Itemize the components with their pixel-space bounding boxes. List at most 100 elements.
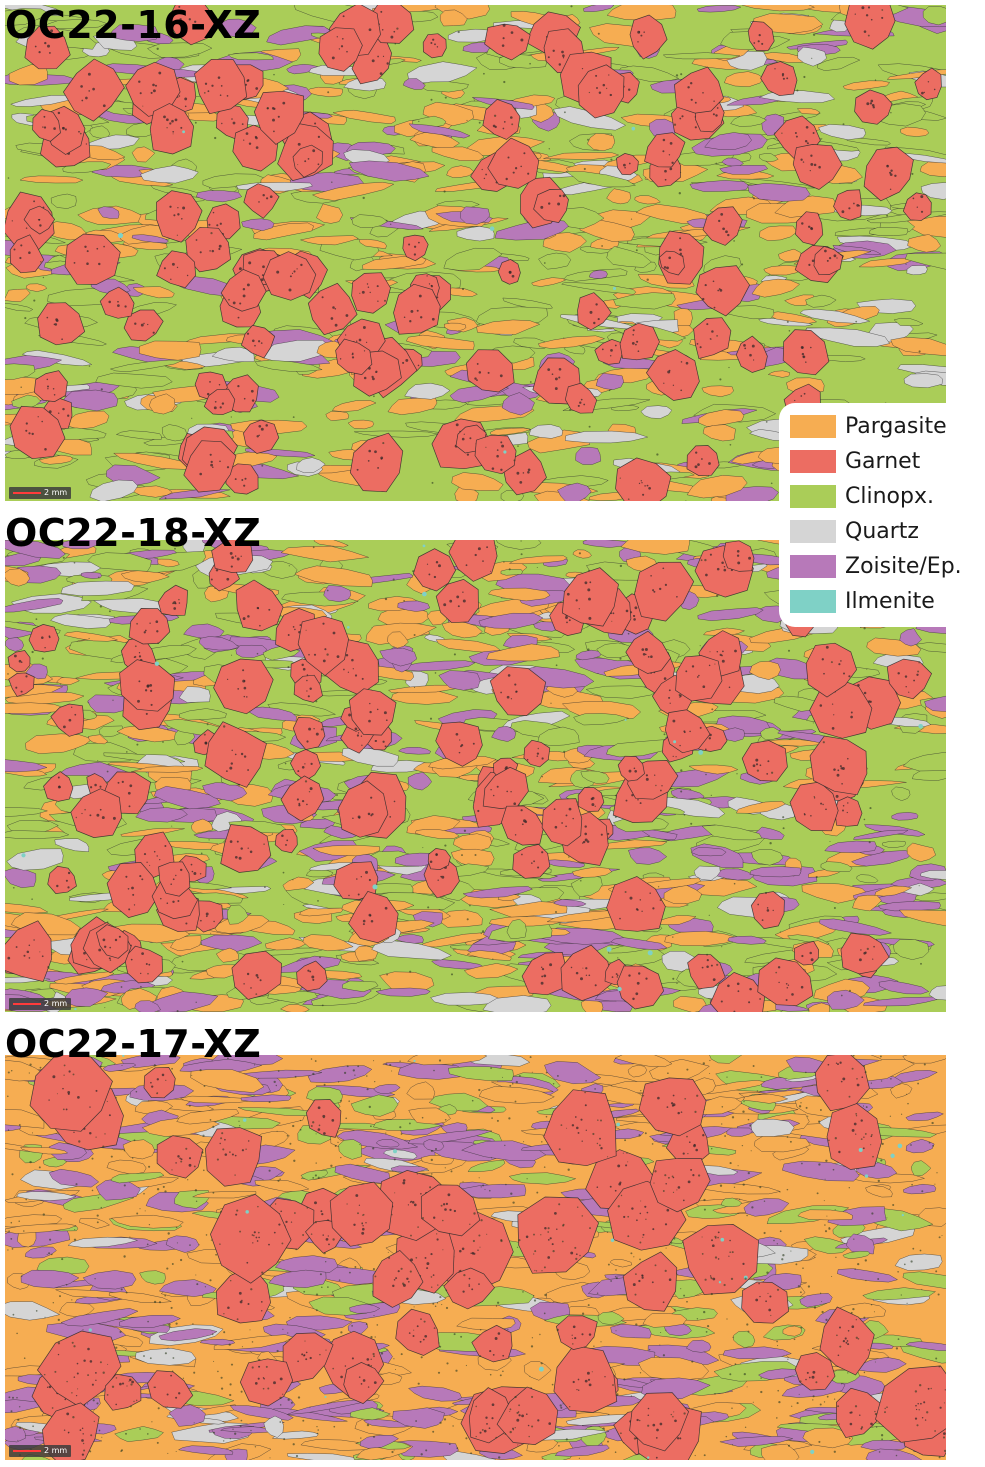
- fine-grain: [338, 1279, 341, 1281]
- fine-grain: [680, 769, 683, 772]
- inclusion: [915, 1404, 917, 1407]
- inclusion: [331, 56, 335, 60]
- phase-grain: [79, 1218, 111, 1229]
- fine-grain: [343, 1071, 347, 1075]
- garnet-grain: [243, 419, 280, 454]
- inclusion: [301, 663, 304, 667]
- fine-grain: [578, 552, 581, 555]
- phase-grain: [803, 1236, 848, 1254]
- fine-grain: [73, 561, 76, 564]
- inclusion: [417, 364, 420, 367]
- inclusion: [845, 1341, 848, 1344]
- inclusion: [680, 361, 683, 363]
- fine-grain: [263, 843, 265, 845]
- garnet-grain: [474, 434, 517, 475]
- inclusion: [482, 560, 484, 562]
- phase-grain: [554, 1444, 610, 1457]
- fine-grain: [288, 565, 290, 567]
- garnet-grain: [402, 234, 429, 262]
- fine-grain: [600, 1341, 602, 1343]
- phase-grain: [55, 1289, 127, 1299]
- fine-grain: [143, 1192, 145, 1195]
- inclusion: [402, 1181, 406, 1185]
- inclusion: [632, 333, 635, 336]
- fine-grain: [299, 1128, 302, 1131]
- inclusion: [914, 1417, 918, 1420]
- inclusion: [96, 247, 99, 250]
- phase-grain: [557, 482, 592, 501]
- inclusion: [229, 766, 233, 770]
- inclusion: [690, 98, 693, 101]
- inclusion: [856, 204, 860, 207]
- inclusion: [46, 316, 49, 319]
- fine-grain: [17, 1439, 19, 1441]
- inclusion: [455, 732, 459, 736]
- inclusion: [499, 374, 503, 378]
- inclusion: [505, 766, 508, 769]
- fine-grain: [879, 1055, 882, 1058]
- inclusion: [290, 1221, 293, 1223]
- inclusion: [53, 127, 56, 130]
- inclusion: [76, 1372, 79, 1375]
- inclusion: [255, 1236, 258, 1239]
- inclusion: [255, 974, 259, 977]
- inclusion: [180, 868, 183, 872]
- fine-grain: [430, 1276, 433, 1278]
- inclusion: [252, 1242, 254, 1244]
- map-panel-oc22-16: OC22-16-XZ 2 mm: [5, 5, 946, 501]
- inclusion: [679, 696, 681, 698]
- inclusion: [352, 668, 354, 670]
- inclusion: [863, 691, 867, 695]
- fine-grain: [873, 1311, 875, 1313]
- inclusion: [478, 1283, 480, 1285]
- inclusion: [579, 401, 582, 404]
- fine-grain: [701, 1236, 703, 1238]
- inclusion: [243, 680, 246, 682]
- inclusion: [280, 1210, 283, 1213]
- inclusion: [205, 915, 208, 918]
- fine-grain: [862, 1105, 865, 1107]
- inclusion: [367, 286, 370, 288]
- inclusion: [761, 42, 764, 45]
- fine-grain: [7, 1249, 9, 1251]
- phase-grain: [158, 1279, 217, 1297]
- inclusion: [847, 1329, 850, 1332]
- inclusion: [536, 755, 539, 757]
- fine-grain: [928, 1141, 931, 1144]
- inclusion: [824, 249, 827, 253]
- inclusion: [117, 300, 119, 303]
- fine-grain: [803, 75, 806, 79]
- inclusion: [257, 1377, 260, 1380]
- fine-grain: [399, 1060, 401, 1062]
- phase-grain: [5, 540, 66, 559]
- inclusion: [240, 847, 243, 850]
- fine-grain: [194, 121, 197, 124]
- phase-grain: [588, 269, 608, 279]
- fine-grain: [777, 1345, 779, 1347]
- fine-grain: [104, 1007, 106, 1009]
- inclusion: [666, 266, 669, 270]
- fine-grain: [462, 1181, 464, 1183]
- inclusion: [704, 284, 707, 287]
- inclusion: [361, 1227, 365, 1231]
- inclusion: [650, 655, 653, 659]
- inclusion: [59, 786, 61, 788]
- inclusion: [519, 481, 523, 484]
- fine-grain: [10, 1070, 13, 1072]
- ilmenite-grain: [673, 740, 677, 744]
- inclusion: [801, 346, 804, 349]
- fine-grain: [719, 378, 722, 381]
- phase-grain: [749, 660, 781, 680]
- inclusion: [67, 886, 70, 889]
- inclusion: [219, 222, 222, 225]
- inclusion: [628, 162, 631, 165]
- fine-grain: [826, 1215, 828, 1217]
- inclusion: [170, 278, 172, 281]
- fine-grain: [274, 1203, 277, 1205]
- fine-grain: [469, 904, 471, 907]
- phase-grain: [673, 996, 707, 1012]
- inclusion: [336, 655, 340, 659]
- inclusion: [73, 1376, 76, 1378]
- fine-grain: [705, 773, 707, 776]
- fine-grain: [683, 813, 686, 816]
